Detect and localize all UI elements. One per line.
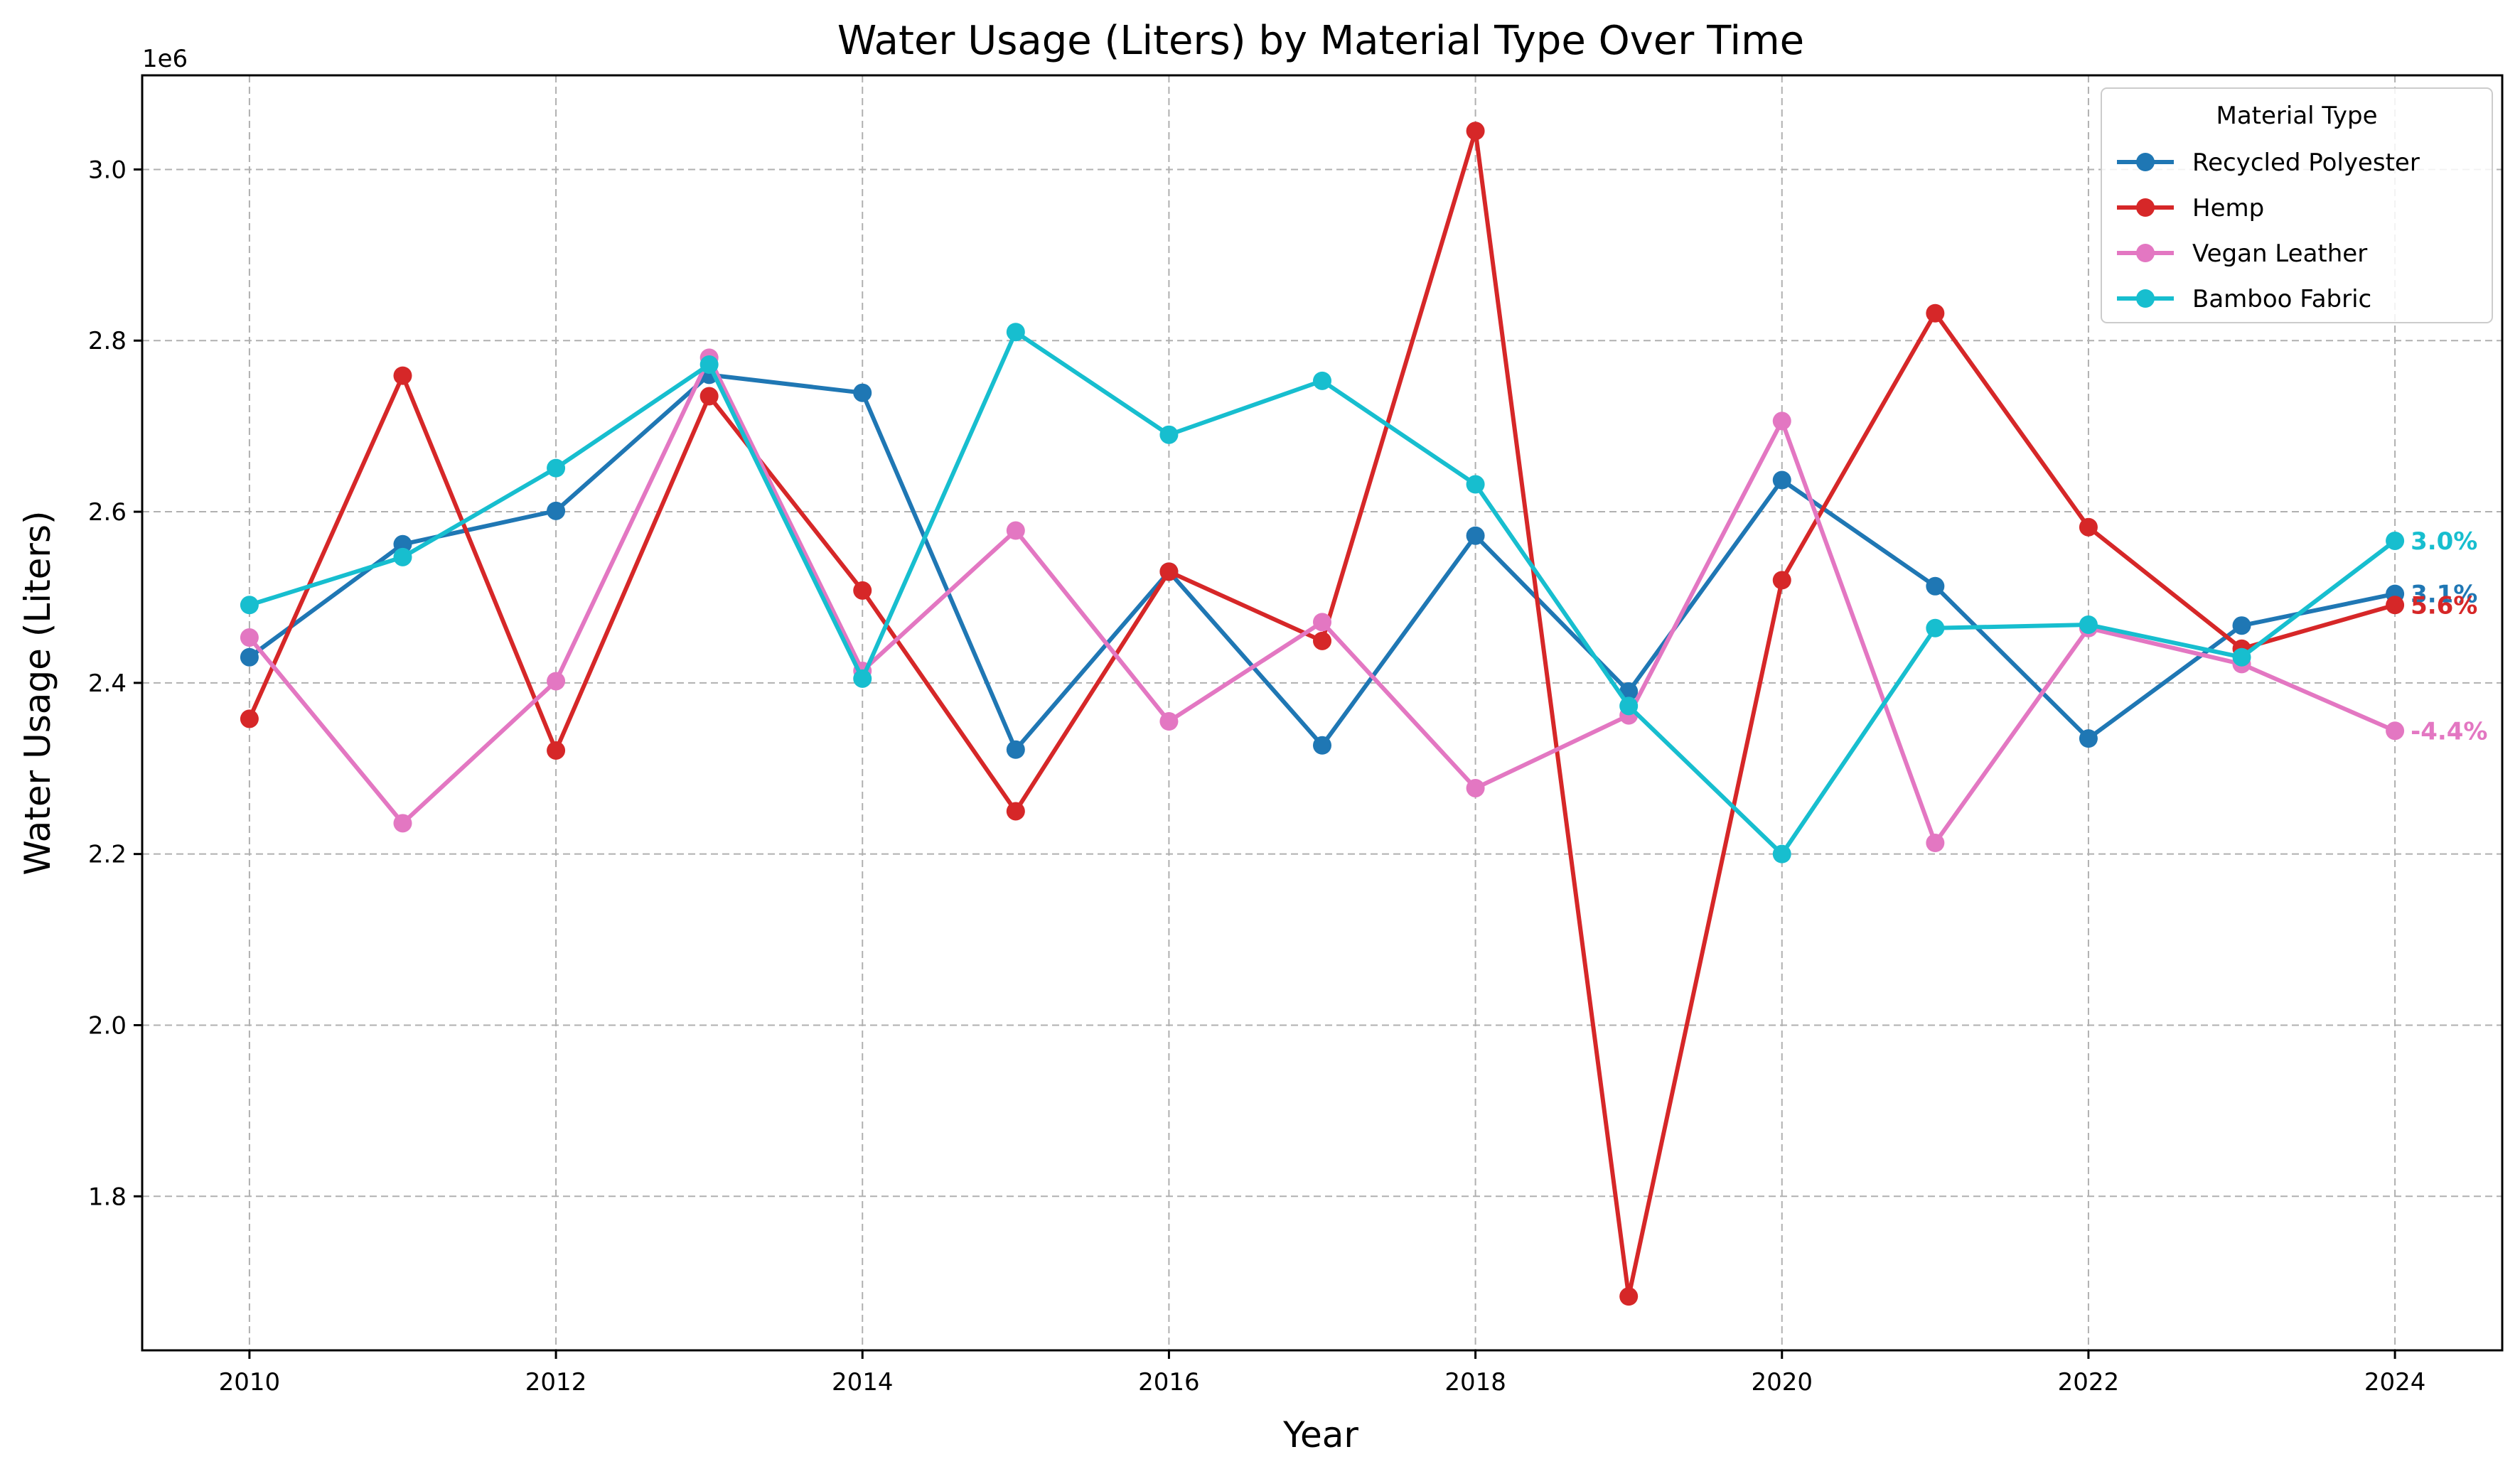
y-tick-label: 2.0 (88, 1011, 127, 1040)
data-point (853, 669, 872, 688)
y-tick-label: 2.6 (88, 498, 127, 527)
data-point (1006, 521, 1025, 540)
data-point (2232, 616, 2251, 635)
legend-item: Bamboo Fabric (2117, 285, 2371, 313)
legend-title: Material Type (2216, 102, 2377, 130)
data-point (1159, 712, 1179, 731)
data-point (2079, 729, 2098, 748)
x-tick-label: 2010 (219, 1368, 281, 1397)
data-point (1006, 740, 1025, 759)
data-point (2386, 531, 2405, 550)
data-point (240, 596, 259, 615)
legend: Material Type Recycled Polyester Hemp Vega… (2101, 87, 2493, 323)
data-point (393, 534, 412, 554)
data-point (2079, 517, 2098, 537)
data-point (853, 581, 872, 600)
data-point (1926, 618, 1945, 638)
y-tick-label: 1.8 (88, 1183, 127, 1211)
legend-box (2101, 87, 2493, 323)
data-point (547, 741, 566, 760)
data-point (1313, 736, 1331, 755)
legend-item: Recycled Polyester (2117, 149, 2420, 177)
legend-label: Vegan Leather (2192, 240, 2367, 268)
y-axis-offset-label: 1e6 (142, 45, 188, 73)
data-point (1313, 371, 1331, 390)
data-point (1006, 802, 1025, 821)
data-point (1313, 631, 1331, 650)
legend-item: Vegan Leather (2117, 240, 2367, 268)
y-tick-label: 2.8 (88, 327, 127, 355)
data-point (1772, 470, 1791, 490)
data-point (1006, 323, 1025, 342)
data-point (853, 383, 872, 402)
data-point (2079, 615, 2098, 634)
chart-title: Water Usage (Liters) by Material Type Ov… (837, 18, 1804, 64)
data-point (1772, 844, 1791, 864)
y-tick-label: 2.4 (88, 669, 127, 698)
data-point (547, 672, 566, 691)
data-point (240, 628, 259, 647)
y-axis-label: Water Usage (Liters) (17, 510, 58, 875)
x-tick-label: 2016 (1138, 1368, 1200, 1397)
data-point (547, 458, 566, 478)
data-point (1619, 696, 1639, 716)
legend-swatch-marker (2136, 153, 2155, 171)
data-point (2232, 647, 2251, 667)
data-point (1313, 613, 1331, 632)
data-point (1619, 1287, 1639, 1306)
data-point (1772, 571, 1791, 590)
data-point (547, 501, 566, 520)
series-group (240, 122, 2405, 1306)
x-tick-label: 2012 (525, 1368, 587, 1397)
data-point (2386, 596, 2405, 615)
data-point (699, 355, 719, 374)
data-point (393, 366, 412, 385)
data-point (393, 814, 412, 833)
legend-swatch-marker (2136, 289, 2155, 308)
data-point (240, 709, 259, 728)
x-tick-label: 2018 (1444, 1368, 1506, 1397)
legend-label: Hemp (2192, 194, 2264, 222)
data-point (1772, 411, 1791, 431)
legend-label: Recycled Polyester (2192, 149, 2420, 177)
series-end-label: 3.1% (2411, 581, 2477, 609)
y-tick-label: 3.0 (88, 156, 127, 184)
legend-item: Hemp (2117, 194, 2264, 222)
data-point (1159, 425, 1179, 444)
x-tick-label: 2022 (2058, 1368, 2120, 1397)
end-label-layer: 3.1%5.6% -4.4% 3.0% (2411, 527, 2487, 746)
data-point (1926, 576, 1945, 596)
data-point (699, 387, 719, 406)
data-point (1466, 778, 1485, 797)
series-end-label: -4.4% (2411, 717, 2487, 746)
x-tick-label: 2014 (832, 1368, 894, 1397)
data-point (1926, 834, 1945, 853)
x-tick-label: 2020 (1751, 1368, 1813, 1397)
data-point (2386, 721, 2405, 741)
data-point (1466, 526, 1485, 545)
legend-swatch-marker (2136, 198, 2155, 217)
series-end-label: 5.6% (2411, 591, 2477, 620)
data-point (1159, 562, 1179, 581)
series-group (240, 323, 2405, 864)
data-point (393, 547, 412, 566)
y-tick-label: 2.2 (88, 841, 127, 869)
series-layer (240, 122, 2405, 1306)
data-point (1926, 303, 1945, 323)
series-end-label: 3.0% (2411, 527, 2477, 556)
legend-swatch-marker (2136, 244, 2155, 262)
x-axis-label: Year (1282, 1414, 1358, 1456)
tick-layer: 2010 2012 2014 2016 2018 2020 2022 2024 1.8 2.0 2.… (88, 156, 2425, 1397)
plot-area-frame (141, 74, 2504, 1352)
x-tick-label: 2024 (2364, 1368, 2426, 1397)
legend-label: Bamboo Fabric (2192, 285, 2371, 313)
data-point (1466, 122, 1485, 141)
data-point (240, 647, 259, 667)
data-point (1466, 475, 1485, 494)
